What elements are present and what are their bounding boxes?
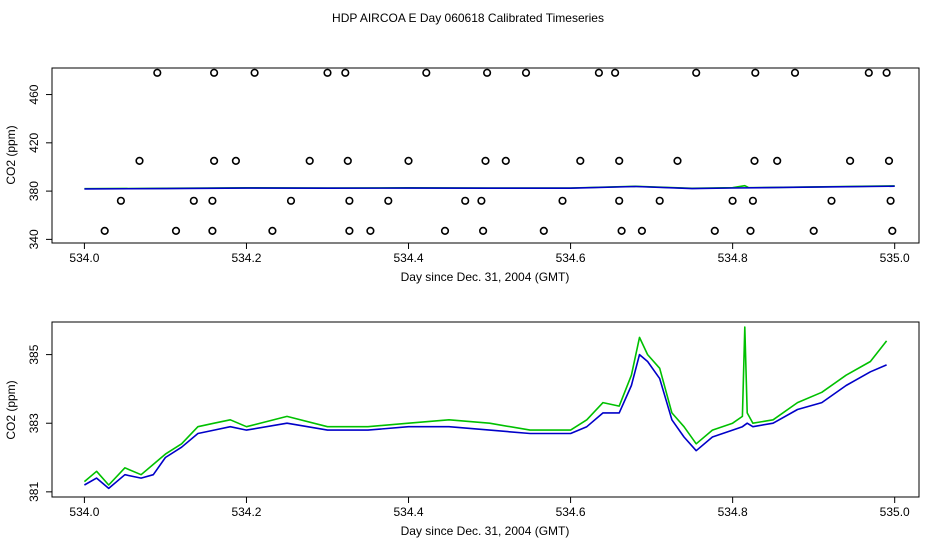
scatter-point	[323, 68, 332, 77]
scatter-point	[343, 156, 352, 165]
scatter-point	[888, 226, 897, 235]
top-y-tick-label: 460	[27, 84, 41, 104]
scatter-point	[746, 226, 755, 235]
scatter-point	[461, 196, 470, 205]
scatter-point	[305, 156, 314, 165]
top-x-tick-label: 534.6	[556, 251, 586, 265]
bottom-x-tick-label: 534.0	[69, 505, 99, 519]
scatter-point	[884, 156, 894, 165]
scatter-point	[135, 156, 144, 165]
scatter-point	[345, 196, 354, 205]
figure-title: HDP AIRCOA E Day 060618 Calibrated Times…	[332, 11, 604, 25]
scatter-point	[750, 156, 759, 165]
scatter-point	[594, 68, 604, 77]
bottom-series-lines	[83, 326, 888, 490]
bottom-y-axis: 381 383 385	[27, 344, 52, 502]
top-x-tick-label: 534.4	[394, 251, 424, 265]
top-scatter-points	[100, 68, 897, 235]
top-panel: 534.0 534.2 534.4 534.6 534.8 535.0 340 380 420…	[4, 67, 920, 284]
top-y-axis-label: CO2 (ppm)	[4, 125, 18, 184]
scatter-point	[558, 196, 567, 205]
bottom-x-tick-label: 535.0	[880, 505, 910, 519]
scatter-point	[539, 226, 548, 235]
scatter-point	[481, 156, 490, 165]
bottom-y-tick-label: 383	[27, 413, 41, 433]
scatter-point	[208, 226, 217, 235]
bottom-x-axis-label: Day since Dec. 31, 2004 (GMT)	[401, 524, 570, 538]
bottom-x-tick-label: 534.6	[556, 505, 586, 519]
scatter-point	[422, 68, 431, 77]
scatter-point	[250, 68, 259, 77]
scatter-point	[268, 226, 277, 235]
scatter-point	[440, 226, 450, 235]
scatter-point	[637, 226, 647, 235]
top-y-tick-label: 380	[27, 181, 41, 201]
scatter-point	[790, 68, 800, 77]
top-x-tick-label: 534.8	[718, 251, 748, 265]
scatter-point	[886, 196, 895, 205]
top-series-lines	[84, 184, 895, 190]
top-x-tick-label: 534.0	[69, 251, 99, 265]
bottom-y-tick-label: 381	[27, 482, 41, 502]
scatter-point	[748, 196, 758, 205]
scatter-point	[617, 226, 626, 235]
scatter-point	[615, 156, 624, 165]
scatter-point	[728, 196, 737, 205]
bottom-y-tick-label: 385	[27, 344, 41, 364]
scatter-point	[827, 196, 836, 205]
bottom-series-line-1	[83, 326, 888, 486]
bottom-x-tick-label: 534.8	[718, 505, 748, 519]
scatter-point	[477, 196, 486, 205]
top-y-tick-label: 420	[27, 132, 41, 152]
bottom-x-tick-label: 534.2	[231, 505, 261, 519]
scatter-point	[404, 156, 413, 165]
top-x-tick-label: 535.0	[880, 251, 910, 265]
scatter-point	[208, 196, 217, 205]
scatter-point	[615, 196, 624, 205]
bottom-panel: 534.0 534.2 534.4 534.6 534.8 535.0 381 383 385…	[4, 321, 920, 538]
bottom-series-line-2	[84, 353, 887, 490]
scatter-point	[610, 68, 620, 77]
scatter-point	[773, 156, 782, 165]
top-x-tick-label: 534.2	[231, 251, 261, 265]
scatter-point	[882, 68, 891, 77]
top-x-axis-label: Day since Dec. 31, 2004 (GMT)	[401, 270, 570, 284]
scatter-point	[116, 196, 125, 205]
bottom-y-axis-label: CO2 (ppm)	[4, 380, 18, 439]
scatter-point	[845, 156, 855, 165]
scatter-point	[153, 68, 162, 77]
scatter-point	[100, 226, 109, 235]
scatter-point	[286, 196, 296, 205]
scatter-point	[521, 68, 531, 77]
scatter-point	[341, 68, 350, 77]
top-y-tick-label: 340	[27, 229, 41, 249]
scatter-point	[384, 196, 393, 205]
scatter-point	[501, 156, 510, 165]
bottom-x-axis: 534.0 534.2 534.4 534.6 534.8 535.0	[69, 497, 910, 519]
top-panel-frame	[51, 67, 920, 244]
scatter-point	[231, 156, 240, 165]
scatter-point	[710, 226, 719, 235]
scatter-point	[655, 196, 664, 205]
scatter-point	[479, 226, 488, 235]
scatter-point	[210, 68, 219, 77]
scatter-point	[345, 226, 354, 235]
scatter-point	[210, 156, 219, 165]
scatter-point	[171, 226, 181, 235]
scatter-point	[189, 196, 198, 205]
top-series-line-2	[84, 185, 895, 190]
scatter-point	[483, 68, 492, 77]
scatter-point	[673, 156, 682, 165]
bottom-x-tick-label: 534.4	[394, 505, 424, 519]
scatter-point	[576, 156, 585, 165]
scatter-point	[366, 226, 375, 235]
scatter-point	[809, 226, 818, 235]
bottom-panel-frame	[51, 321, 920, 498]
scatter-point	[751, 68, 760, 77]
scatter-point	[864, 68, 873, 77]
top-x-axis: 534.0 534.2 534.4 534.6 534.8 535.0	[69, 243, 910, 265]
top-y-axis: 340 380 420 460	[27, 84, 52, 249]
scatter-point	[692, 68, 701, 77]
